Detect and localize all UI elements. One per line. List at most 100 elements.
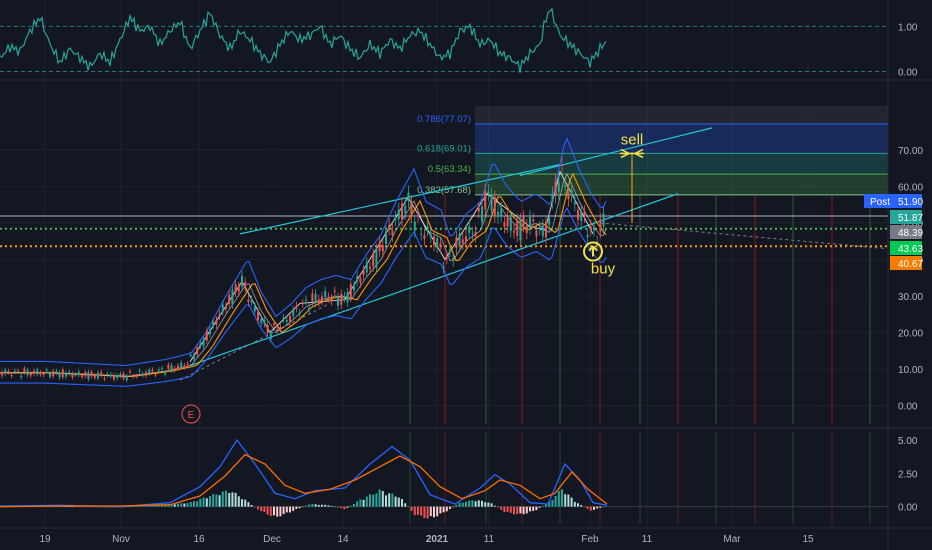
macd-histogram-bar: [365, 496, 368, 507]
candle-body: [436, 238, 439, 247]
macd-histogram-bar: [125, 506, 128, 508]
macd-histogram-bar: [551, 499, 554, 507]
time-axis-label: 11: [642, 534, 653, 545]
oscillator-panel[interactable]: [0, 7, 888, 73]
candle-body: [356, 276, 359, 282]
candle-body: [420, 233, 423, 235]
macd-histogram-bar: [481, 500, 483, 507]
candle-body: [417, 214, 419, 217]
candle-body: [17, 370, 19, 372]
fib-zone: [475, 174, 888, 195]
candle-body: [49, 373, 51, 377]
candle-body: [273, 323, 275, 325]
macd-histogram-bar: [561, 489, 563, 507]
macd-panel[interactable]: [0, 438, 888, 519]
macd-histogram-bar: [458, 502, 461, 507]
macd-histogram-bar: [263, 506, 266, 512]
macd-histogram-bar: [465, 501, 467, 507]
macd-histogram-bar: [269, 506, 272, 517]
macd-histogram-bar: [68, 506, 71, 507]
time-axis[interactable]: 19 Nov 16 Dec 14 2021 11 Feb 11 Mar 15: [39, 534, 814, 545]
macd-histogram-bar: [385, 495, 387, 507]
macd-histogram-bar: [423, 506, 426, 519]
macd-histogram-bar: [461, 502, 464, 507]
projected-upper-line: [519, 127, 713, 176]
price-tag-bg: [890, 256, 922, 270]
macd-histogram-bar: [407, 506, 410, 508]
macd-histogram-bar: [429, 506, 432, 517]
macd-histogram-bar: [353, 503, 355, 507]
candle-body: [468, 226, 471, 233]
candle-body: [45, 370, 48, 372]
fib-level-label: 0.618(69.01): [417, 143, 471, 154]
candle-body: [135, 375, 138, 377]
time-axis-label: Feb: [581, 534, 599, 545]
macd-histogram-bar: [493, 505, 496, 507]
macd-histogram-bar: [196, 501, 199, 507]
macd-histogram-bar: [545, 503, 547, 507]
macd-histogram-bar: [362, 499, 365, 507]
macd-histogram-bar: [141, 506, 144, 507]
price-panel[interactable]: 0.786(77.07) 0.618(69.01) 0.5(63.34) 0.382(…: [0, 105, 888, 424]
macd-histogram-bar: [138, 506, 141, 507]
macd-histogram-bar: [244, 499, 247, 507]
macd-histogram-bar: [247, 502, 250, 507]
macd-histogram-bar: [183, 503, 186, 507]
macd-histogram-bar: [148, 506, 151, 507]
macd-histogram-bar: [209, 496, 211, 507]
macd-histogram-bar: [381, 491, 384, 507]
macd-histogram-bar: [349, 505, 352, 507]
macd-histogram-bar: [234, 492, 237, 507]
candle-body: [20, 376, 23, 378]
time-axis-label: Mar: [723, 534, 741, 545]
macd-histogram-bar: [375, 493, 378, 507]
macd-histogram-bar: [554, 495, 557, 507]
macd-histogram-bar: [218, 495, 221, 507]
macd-histogram-bar: [295, 506, 298, 509]
candle-body: [225, 306, 227, 309]
macd-histogram-bar: [279, 506, 282, 517]
candle-body: [519, 219, 522, 241]
candle-body: [599, 219, 602, 232]
candle-body: [513, 230, 515, 233]
candle-body: [522, 216, 525, 226]
candle-body: [324, 291, 327, 298]
candle-body: [397, 209, 400, 220]
price-axis-label: 60.00: [898, 182, 923, 193]
candle-body: [321, 296, 323, 301]
macd-histogram-bar: [180, 503, 183, 507]
candle-body: [116, 375, 119, 378]
macd-histogram-bar: [330, 505, 333, 507]
macd-histogram-bar: [413, 506, 416, 516]
buy-marker-icon: [583, 241, 603, 262]
candle-body: [602, 213, 605, 227]
macd-histogram-bar: [417, 506, 419, 515]
candle-body: [266, 324, 269, 333]
candle-body: [250, 299, 253, 302]
candle-body: [298, 313, 301, 315]
candle-body: [61, 369, 64, 378]
candle-body: [68, 371, 71, 374]
candle-body: [327, 296, 330, 299]
macd-histogram-bar: [401, 498, 403, 507]
candle-body: [151, 369, 154, 372]
candle-body: [442, 267, 445, 269]
macd-histogram-bar: [477, 500, 480, 507]
price-tag-label: Post: [870, 197, 890, 208]
macd-histogram-bar: [199, 498, 202, 507]
candle-body: [359, 278, 362, 283]
macd-histogram-bar: [497, 506, 499, 508]
earnings-event-label: E: [188, 410, 195, 421]
candle-body: [145, 372, 147, 376]
colored-vertical-lines: [409, 194, 871, 524]
macd-histogram-bar: [468, 500, 471, 507]
macd-histogram-bar: [237, 496, 240, 507]
sell-marker-icon: [620, 148, 644, 159]
candle-body: [247, 299, 250, 302]
candle-body: [81, 375, 83, 377]
macd-histogram-bar: [583, 506, 586, 508]
macd-histogram-bar: [529, 506, 531, 512]
macd-histogram-bar: [282, 506, 285, 515]
candle-body: [394, 217, 397, 220]
